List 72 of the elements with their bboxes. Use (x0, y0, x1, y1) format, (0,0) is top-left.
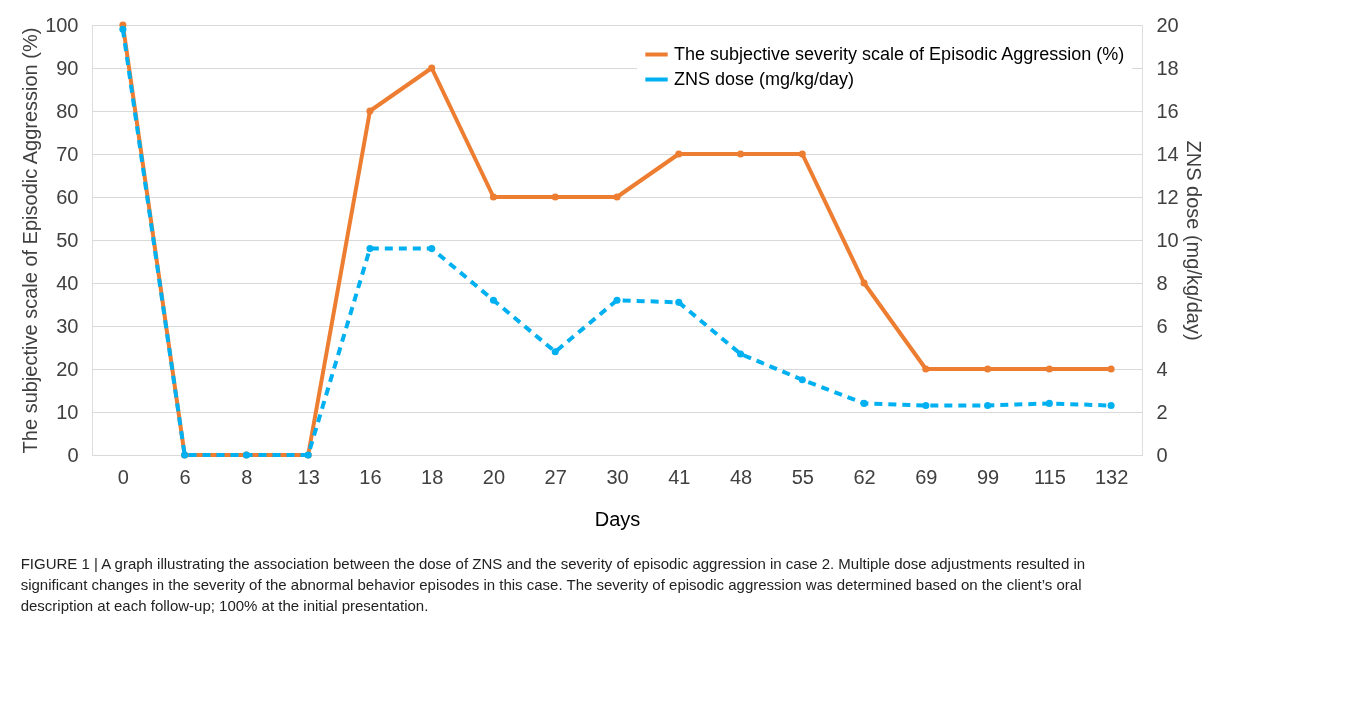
y-tick-label: 50 (56, 228, 79, 251)
x-tick-label: 0 (117, 465, 129, 488)
point (119, 25, 127, 33)
caption: FIGURE 1 | A graph illustrating the association between the dose of ZNS and the severity of episodic aggression in case 2. Multiple dose adjustments resulted in significant changes in the severity of the abnormal behavior episodes in this case. The severity of episodic aggression was determined based on the client’s oral description at each follow-up; 100% at the initial presentation. (20, 555, 1086, 614)
legend-label: ZNS dose (mg/kg/day) (674, 68, 855, 89)
y2-tick-label: 2 (1156, 400, 1168, 423)
y2-tick-label: 20 (1156, 13, 1179, 36)
x-tick-label: 13 (297, 465, 320, 488)
x-tick-label: 20 (482, 465, 506, 488)
point (1107, 365, 1115, 373)
x-axis-title: Days (594, 507, 641, 530)
y-tick-label: 70 (56, 142, 79, 165)
y-tick-label: 0 (67, 443, 79, 466)
x-tick-label: 48 (729, 465, 753, 488)
point (428, 64, 436, 72)
y2-tick-label: 8 (1156, 271, 1168, 294)
x-tick-label: 69 (915, 465, 938, 488)
point (366, 245, 374, 253)
y-tick-label: 10 (56, 400, 79, 423)
x-tick-label: 16 (359, 465, 382, 488)
point (736, 150, 745, 158)
point (1107, 402, 1115, 410)
y2-axis-title: ZNS dose (mg/kg/day) (1182, 140, 1205, 341)
y-tick-label: 40 (56, 271, 79, 294)
point (860, 279, 868, 287)
legend-label: The subjective severity scale of Episodic Aggression (%) (674, 43, 1125, 64)
x-tick-label: 62 (853, 465, 876, 488)
y2-tick-label: 4 (1156, 357, 1168, 380)
y2-tick-label: 0 (1156, 443, 1168, 466)
x-tick-label: 132 (1094, 465, 1129, 488)
x-tick-label: 30 (606, 465, 629, 488)
point (428, 245, 436, 253)
x-tick-label: 18 (421, 465, 444, 488)
y-tick-label: 80 (56, 99, 79, 122)
point (1045, 399, 1053, 407)
point (489, 193, 498, 201)
x-tick-label: 99 (976, 465, 1000, 488)
y-tick-label: 20 (56, 357, 79, 380)
y-tick-label: 60 (56, 185, 79, 208)
point (922, 365, 930, 373)
y-tick-label: 90 (56, 56, 79, 79)
point (551, 348, 559, 356)
y2-tick-label: 12 (1156, 185, 1179, 208)
point (613, 296, 621, 304)
point (489, 296, 498, 304)
point (613, 193, 621, 201)
point (860, 399, 868, 407)
y-axis-title: The subjective scale of Episodic Aggression (%) (19, 27, 42, 454)
y2-tick-label: 16 (1156, 99, 1179, 122)
y-tick-label: 30 (56, 314, 79, 337)
y2-tick-label: 6 (1156, 314, 1168, 337)
x-tick-label: 55 (791, 465, 814, 488)
point (984, 365, 992, 373)
point (675, 150, 683, 158)
point (798, 376, 806, 384)
point (922, 402, 930, 410)
y-tick-label: 100 (45, 13, 79, 36)
point (366, 107, 374, 115)
y2-tick-label: 10 (1156, 228, 1179, 251)
x-tick-label: 27 (544, 465, 567, 488)
x-tick-label: 41 (668, 465, 691, 488)
x-tick-label: 8 (241, 465, 253, 488)
point (736, 350, 745, 358)
x-tick-label: 6 (179, 465, 191, 488)
y2-tick-label: 18 (1156, 56, 1179, 79)
y2-tick-label: 14 (1156, 142, 1179, 165)
point (1045, 365, 1053, 373)
point (984, 402, 992, 410)
point (798, 150, 806, 158)
x-tick-label: 115 (1033, 465, 1066, 488)
point (675, 298, 683, 306)
point (551, 193, 559, 201)
